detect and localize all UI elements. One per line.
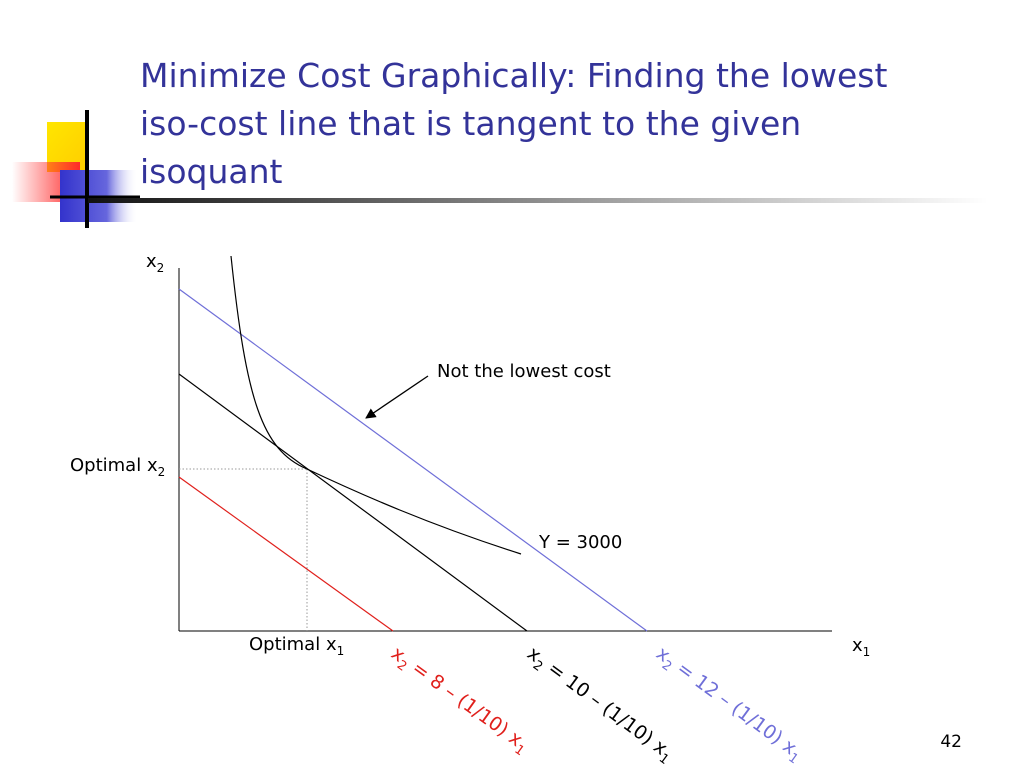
title-line: isoquant — [140, 152, 283, 191]
x-axis-label: x1 — [852, 635, 870, 659]
isocost-line-10 — [178, 373, 528, 632]
isocost-label-8: x2 = 8 – (1/10) x1 — [385, 642, 534, 759]
isocost-line-8 — [178, 476, 394, 632]
isocost-line-12 — [178, 288, 648, 632]
annotation-label: Not the lowest cost — [437, 361, 611, 382]
optimal-x1-label: Optimal x1 — [249, 634, 344, 658]
title-line: iso-cost line that is tangent to the giv… — [140, 104, 802, 143]
isocost-label-12: x2 = 12 – (1/10) x1 — [650, 642, 808, 767]
decorative-logo — [12, 110, 140, 228]
title-line: Minimize Cost Graphically: Finding the l… — [140, 56, 888, 95]
title-rule — [88, 198, 988, 203]
isoquant-label: Y = 3000 — [538, 532, 622, 553]
slide-number: 42 — [940, 732, 962, 752]
isoquant-curve — [230, 255, 522, 555]
slide-title: Minimize Cost Graphically: Finding the l… — [140, 52, 1000, 196]
optimal-x2-label: Optimal x2 — [70, 455, 165, 479]
annotation-arrow — [365, 375, 429, 419]
y-axis-label: x2 — [146, 251, 164, 275]
